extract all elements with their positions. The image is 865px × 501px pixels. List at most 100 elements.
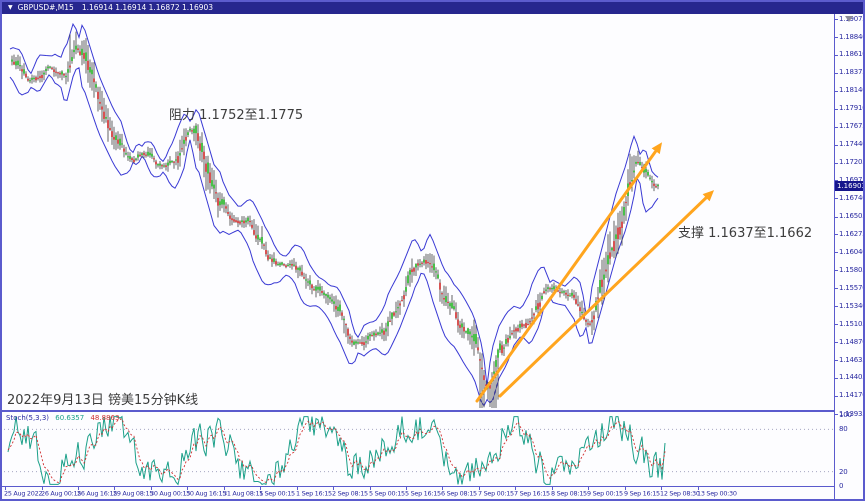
price-axis-tick bbox=[834, 108, 838, 110]
stochastic-scale-label: 100 bbox=[839, 411, 852, 420]
price-axis-tick bbox=[834, 306, 838, 307]
price-axis-label: 1.15805 bbox=[839, 265, 865, 274]
price-axis-tick bbox=[834, 252, 838, 254]
price-axis-tick bbox=[834, 288, 838, 290]
price-axis-tick bbox=[834, 395, 838, 397]
time-axis-tick bbox=[697, 487, 699, 490]
price-axis-label: 1.14635 bbox=[839, 355, 865, 364]
price-axis-label: 1.14405 bbox=[839, 373, 865, 382]
price-axis-tick bbox=[834, 342, 838, 344]
price-axis-tick bbox=[834, 162, 838, 164]
price-axis-label: 1.15105 bbox=[839, 319, 865, 328]
price-axis-label: 1.15340 bbox=[839, 301, 865, 310]
time-axis-label: 6 Sep 08:15 bbox=[441, 490, 478, 498]
price-axis-label: 1.18610 bbox=[839, 50, 865, 59]
stochastic-signal-line bbox=[7, 418, 666, 484]
time-axis-label: 31 Aug 08:15 bbox=[222, 490, 263, 498]
price-axis-tick bbox=[834, 54, 838, 56]
price-axis-label: 1.18140 bbox=[839, 86, 865, 95]
time-axis-label: 13 Sep 00:30 bbox=[696, 490, 737, 498]
stochastic-signal-value: 48.8863 bbox=[90, 414, 120, 422]
time-axis-label: 1 Sep 16:15 bbox=[295, 490, 332, 498]
time-axis-tick bbox=[41, 487, 43, 490]
chart-symbol-period: GBPUSD#,M15 bbox=[17, 3, 74, 12]
time-axis-label: 30 Aug 00:15 bbox=[149, 490, 190, 498]
time-axis-separator bbox=[2, 486, 834, 487]
price-axis-tick bbox=[834, 37, 838, 39]
time-axis-label: 8 Sep 08:15 bbox=[550, 490, 587, 498]
time-axis-tick bbox=[478, 487, 480, 490]
price-axis-label: 1.16040 bbox=[839, 247, 865, 256]
caption-label[interactable]: 2022年9月13日 镑美15分钟K线 bbox=[7, 393, 199, 408]
price-axis-label: 1.17205 bbox=[839, 158, 865, 167]
price-axis-label: 1.16275 bbox=[839, 229, 865, 238]
time-axis-tick bbox=[442, 487, 444, 490]
time-axis-tick bbox=[296, 487, 298, 490]
time-axis-label: 25 Aug 2022 bbox=[4, 490, 43, 498]
stochastic-panel-canvas[interactable] bbox=[4, 414, 834, 486]
time-axis-label: 7 Sep 16:15 bbox=[514, 490, 551, 498]
time-axis-label: 1 Sep 00:15 bbox=[259, 490, 296, 498]
price-axis-label: 1.16740 bbox=[839, 193, 865, 202]
time-axis-label: 30 Aug 16:15 bbox=[186, 490, 227, 498]
stochastic-main-value: 60.6357 bbox=[55, 414, 85, 422]
resistance-label[interactable]: 阻力 1.1752至1.1775 bbox=[169, 108, 304, 123]
time-axis-tick bbox=[624, 487, 626, 490]
stochastic-name: Stoch(5,3,3) bbox=[6, 414, 50, 422]
price-axis-tick bbox=[834, 72, 838, 74]
stochastic-scale-label: 80 bbox=[839, 425, 848, 434]
time-axis-tick bbox=[187, 487, 189, 490]
time-axis-tick bbox=[260, 487, 262, 490]
time-axis-label: 2 Sep 08:15 bbox=[332, 490, 368, 498]
time-axis-tick bbox=[77, 487, 79, 490]
price-axis-label: 1.18375 bbox=[839, 68, 865, 77]
indicator-panel-separator[interactable] bbox=[2, 410, 834, 412]
price-axis-tick bbox=[834, 144, 838, 146]
price-axis-tick bbox=[834, 126, 838, 128]
time-axis-label: 5 Sep 16:15 bbox=[405, 490, 441, 498]
price-axis-label: 1.17675 bbox=[839, 122, 865, 131]
time-axis-tick bbox=[406, 487, 407, 490]
price-axis-tick bbox=[834, 216, 838, 218]
price-axis-tick bbox=[834, 198, 838, 200]
stochastic-header: Stoch(5,3,3) 60.6357 48.8863 bbox=[6, 414, 119, 422]
time-axis-tick bbox=[114, 487, 116, 490]
price-axis-label: 1.14870 bbox=[839, 337, 865, 346]
support-label[interactable]: 支撑 1.1637至1.1662 bbox=[678, 226, 813, 241]
chart-title-bar[interactable]: ▼ GBPUSD#,M15 1.16914 1.16914 1.16872 1.16… bbox=[2, 2, 863, 14]
time-axis-tick bbox=[5, 487, 6, 490]
chart-shift-marker-icon bbox=[845, 16, 853, 22]
time-axis-label: 9 Sep 16:15 bbox=[623, 490, 660, 498]
price-chart-canvas[interactable] bbox=[4, 15, 834, 410]
price-axis-tick bbox=[834, 90, 838, 92]
time-axis-tick bbox=[150, 487, 152, 490]
bollinger-bands bbox=[9, 22, 659, 407]
price-axis-tick bbox=[834, 377, 838, 379]
price-axis-tick bbox=[834, 270, 838, 272]
price-axis-label: 1.16975 bbox=[839, 175, 865, 184]
time-axis-label: 26 Aug 16:15 bbox=[76, 490, 118, 498]
price-axis-tick bbox=[834, 19, 838, 20]
collapse-triangle-icon[interactable]: ▼ bbox=[8, 4, 13, 11]
time-axis-label: 9 Sep 00:15 bbox=[587, 490, 624, 498]
price-axis-label: 1.17910 bbox=[839, 104, 865, 112]
price-axis-tick bbox=[834, 414, 838, 415]
candle-bodies bbox=[11, 45, 659, 389]
time-axis-tick bbox=[369, 487, 371, 490]
time-axis-tick bbox=[223, 487, 225, 490]
stochastic-scale-label: 20 bbox=[839, 467, 848, 476]
chart-ohlc-quotes: 1.16914 1.16914 1.16872 1.16903 bbox=[81, 3, 214, 12]
time-axis-tick bbox=[661, 487, 663, 490]
time-axis-label: 29 Aug 08:15 bbox=[113, 490, 154, 498]
price-axis-label: 1.16505 bbox=[839, 212, 865, 220]
stochastic-main-line bbox=[7, 415, 666, 486]
time-axis-tick bbox=[551, 487, 553, 490]
price-axis-label: 1.18840 bbox=[839, 32, 865, 41]
price-axis-label: 1.13935 bbox=[839, 409, 865, 418]
price-axis-label: 1.17440 bbox=[839, 140, 865, 149]
price-axis-separator bbox=[834, 2, 835, 499]
channel-upper[interactable] bbox=[475, 142, 663, 403]
trend-channel[interactable] bbox=[475, 142, 715, 403]
channel-lower[interactable] bbox=[498, 190, 715, 398]
